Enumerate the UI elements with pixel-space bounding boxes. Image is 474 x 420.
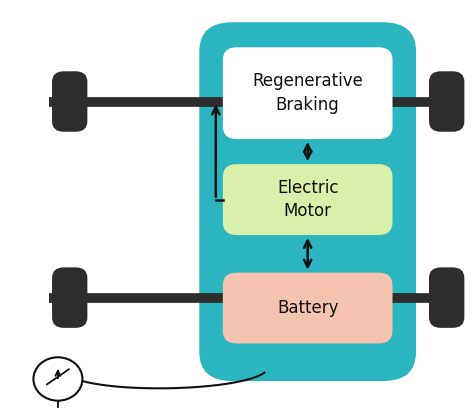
FancyBboxPatch shape [223,164,392,235]
FancyBboxPatch shape [223,47,392,139]
FancyBboxPatch shape [429,71,465,132]
Text: Electric
Motor: Electric Motor [277,179,338,220]
FancyBboxPatch shape [52,71,87,132]
FancyBboxPatch shape [52,268,87,328]
Text: Battery: Battery [277,299,338,317]
FancyBboxPatch shape [199,22,416,381]
FancyBboxPatch shape [429,268,465,328]
FancyBboxPatch shape [223,273,392,344]
Text: Regenerative
Braking: Regenerative Braking [252,72,363,114]
